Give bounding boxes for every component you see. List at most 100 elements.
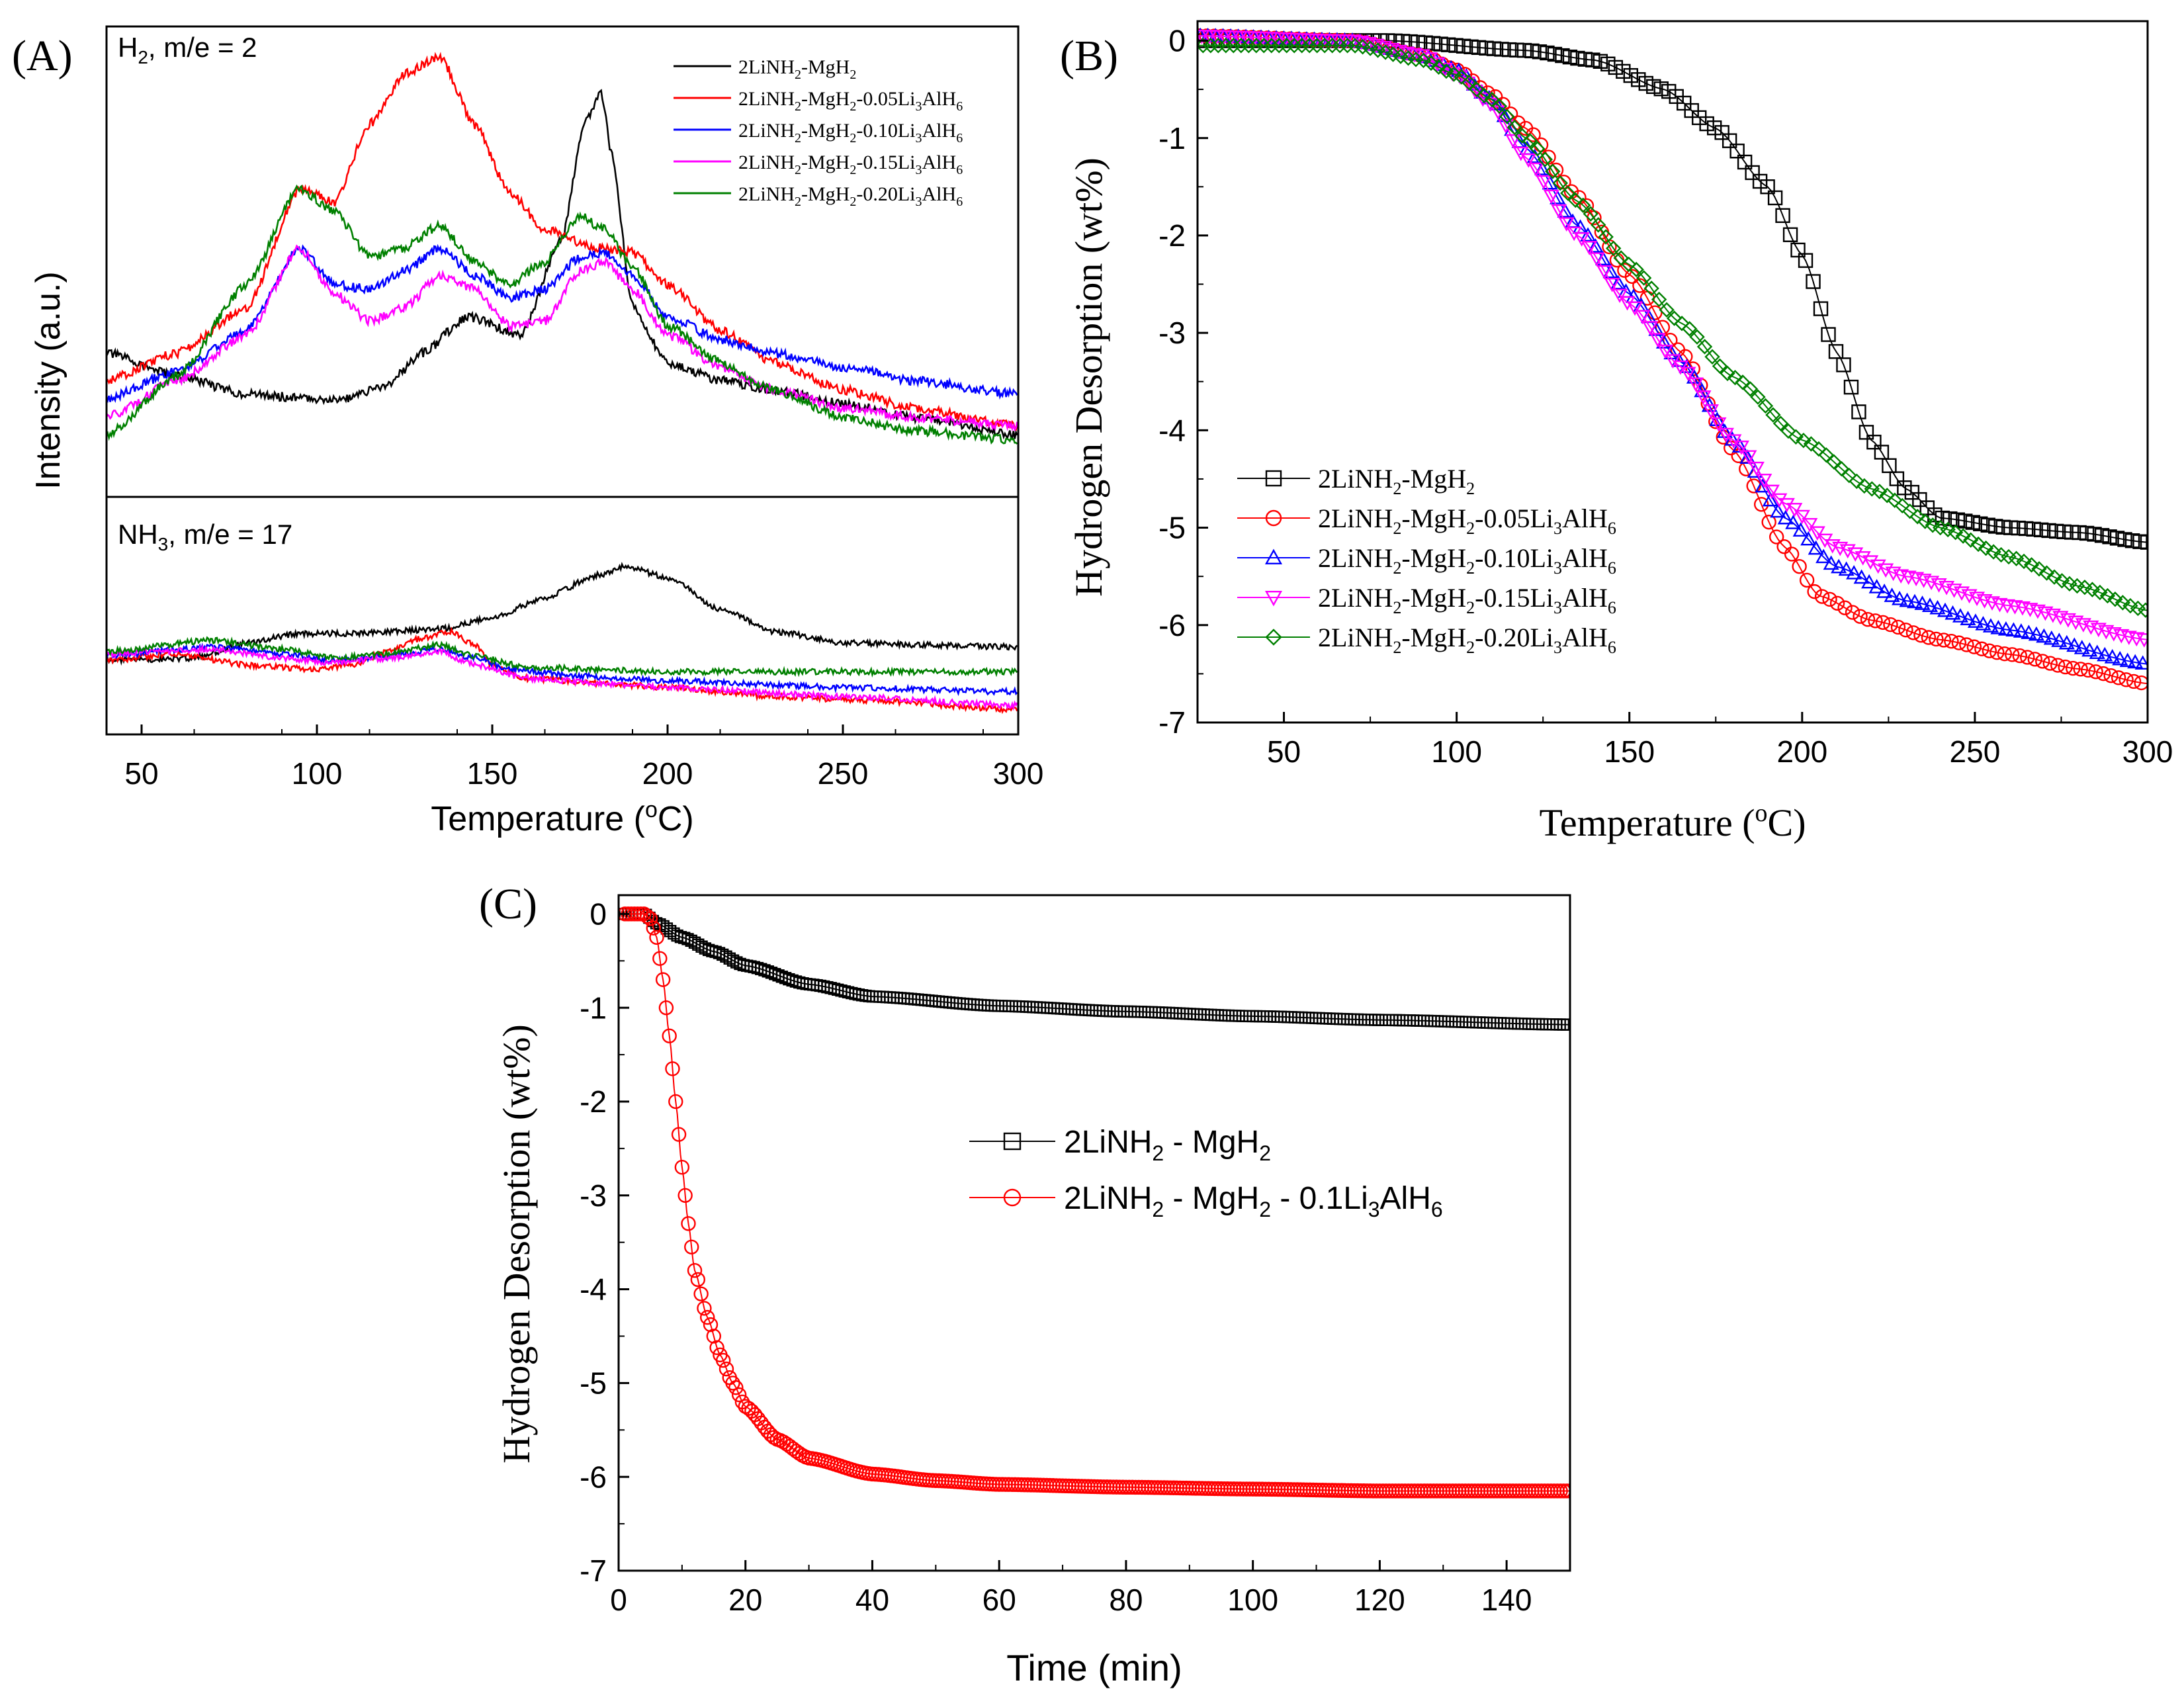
data-point bbox=[1528, 162, 1544, 177]
series bbox=[619, 908, 1570, 1031]
data-point bbox=[2102, 529, 2117, 545]
data-point bbox=[1828, 344, 1844, 359]
y-tick-label: -7 bbox=[580, 1553, 607, 1588]
data-point bbox=[1520, 153, 1537, 168]
data-point bbox=[1742, 381, 1759, 397]
data-point bbox=[1706, 120, 1722, 136]
data-point bbox=[2079, 525, 2095, 541]
data-point bbox=[2018, 521, 2034, 537]
data-point bbox=[1882, 458, 1897, 473]
data-point bbox=[1970, 536, 1986, 552]
data-point bbox=[1696, 339, 1713, 355]
y-tick-label: -1 bbox=[1158, 121, 1186, 155]
data-point bbox=[1815, 548, 1832, 564]
data-point bbox=[693, 1286, 709, 1301]
panel-b-label: (B) bbox=[1060, 32, 1118, 80]
y-tick-label: -4 bbox=[1158, 413, 1186, 447]
data-point bbox=[677, 1188, 693, 1203]
data-point bbox=[1937, 602, 1954, 617]
data-point bbox=[2097, 646, 2113, 662]
data-point bbox=[1610, 275, 1627, 290]
data-point bbox=[1952, 608, 1969, 623]
data-point bbox=[2008, 550, 2025, 566]
data-point bbox=[1760, 179, 1775, 195]
data-point bbox=[1294, 38, 1310, 54]
data-point bbox=[1997, 621, 2014, 636]
data-point bbox=[2043, 630, 2060, 645]
data-point bbox=[1651, 291, 1667, 308]
data-point bbox=[1860, 611, 1876, 627]
data-point bbox=[1799, 572, 1815, 588]
data-point bbox=[1241, 38, 1256, 54]
data-point bbox=[1704, 349, 1720, 365]
data-point bbox=[1545, 163, 1561, 179]
data-point bbox=[1862, 555, 1879, 570]
data-point bbox=[646, 920, 661, 936]
data-point bbox=[1997, 646, 2013, 662]
data-point bbox=[639, 908, 655, 924]
data-point bbox=[2107, 591, 2123, 607]
data-point bbox=[1763, 484, 1780, 500]
data-point bbox=[1491, 98, 1508, 114]
data-point bbox=[1484, 91, 1500, 107]
data-point bbox=[1265, 629, 1282, 646]
data-point bbox=[1785, 515, 1802, 529]
x-tick-label: 250 bbox=[818, 756, 869, 791]
data-point bbox=[1756, 474, 1772, 488]
subplot-nh3-title: NH3, m/e = 17 bbox=[118, 519, 292, 554]
x-tick-label: 50 bbox=[124, 756, 158, 791]
x-tick-label: 100 bbox=[292, 756, 343, 791]
data-point bbox=[1438, 63, 1454, 79]
data-point bbox=[1962, 532, 1979, 548]
data-point bbox=[1627, 301, 1643, 316]
data-point bbox=[1440, 37, 1456, 52]
x-tick-label: 50 bbox=[1267, 734, 1301, 769]
data-point bbox=[2081, 642, 2098, 657]
data-point bbox=[1530, 141, 1546, 157]
data-point bbox=[1864, 481, 1880, 497]
data-point bbox=[1739, 449, 1756, 464]
data-point bbox=[1526, 148, 1543, 163]
panel-a-frame bbox=[105, 25, 1020, 736]
data-point bbox=[1567, 192, 1583, 208]
data-point bbox=[1628, 261, 1644, 278]
y-tick-label: -2 bbox=[1158, 218, 1186, 253]
data-point bbox=[2099, 588, 2116, 604]
data-point bbox=[2013, 623, 2029, 638]
data-point bbox=[1561, 1018, 1570, 1031]
data-point bbox=[719, 1361, 734, 1377]
data-point bbox=[1767, 190, 1783, 206]
data-point bbox=[1514, 128, 1530, 144]
series-line bbox=[107, 627, 1018, 715]
data-point bbox=[2080, 662, 2096, 678]
data-point bbox=[1838, 561, 1855, 576]
x-tick-label: 150 bbox=[1604, 734, 1655, 769]
data-point bbox=[1722, 133, 1737, 148]
data-point bbox=[1986, 544, 2001, 560]
data-point bbox=[1577, 52, 1593, 67]
data-point bbox=[1907, 593, 1923, 609]
data-point bbox=[1790, 242, 1806, 258]
data-point bbox=[1681, 321, 1698, 337]
series-line bbox=[107, 642, 1018, 697]
data-point bbox=[1775, 208, 1790, 223]
data-point bbox=[1233, 38, 1249, 54]
data-point bbox=[1995, 519, 2011, 535]
data-point bbox=[2046, 569, 2062, 585]
legend-label: 2LiNH2-MgH2-0.10Li3AlH6 bbox=[738, 120, 963, 146]
x-tick-label: 20 bbox=[728, 1583, 762, 1617]
data-point bbox=[1944, 633, 1959, 649]
legend-label: 2LiNH2-MgH2-0.15Li3AlH6 bbox=[1318, 583, 1616, 617]
data-point bbox=[1456, 38, 1471, 54]
data-point bbox=[2021, 625, 2037, 639]
data-point bbox=[1570, 50, 1585, 66]
data-point bbox=[668, 1094, 683, 1110]
data-point bbox=[1509, 42, 1524, 58]
data-point bbox=[1958, 513, 1973, 529]
data-point bbox=[1286, 38, 1302, 54]
legend-label: 2LiNH2-MgH2 bbox=[1318, 464, 1475, 498]
data-point bbox=[1264, 38, 1280, 54]
data-point bbox=[1990, 619, 2007, 634]
series-line bbox=[107, 636, 1018, 678]
data-point bbox=[1702, 404, 1720, 419]
